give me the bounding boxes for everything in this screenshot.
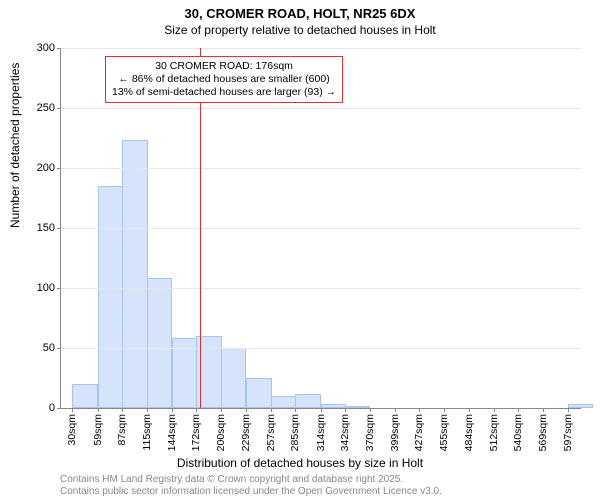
annotation-line: 30 CROMER ROAD: 176sqm xyxy=(112,60,336,73)
xtick-label: 597sqm xyxy=(562,414,574,451)
chart-container: 30, CROMER ROAD, HOLT, NR25 6DX Size of … xyxy=(0,0,600,500)
xtick-mark xyxy=(98,408,99,412)
xtick-label: 200sqm xyxy=(215,414,227,451)
xtick-mark xyxy=(345,408,346,412)
histogram-bar xyxy=(321,404,346,408)
histogram-bar xyxy=(246,378,271,408)
xtick-mark xyxy=(494,408,495,412)
histogram-bar xyxy=(98,186,123,408)
histogram-bar xyxy=(295,394,320,408)
histogram-bar xyxy=(345,406,370,408)
chart-subtitle: Size of property relative to detached ho… xyxy=(0,21,600,37)
xtick-label: 87sqm xyxy=(116,414,128,446)
footer-line-1: Contains HM Land Registry data © Crown c… xyxy=(60,474,442,486)
xtick-mark xyxy=(395,408,396,412)
xtick-mark xyxy=(271,408,272,412)
ytick-label: 250 xyxy=(15,102,61,114)
xtick-mark xyxy=(419,408,420,412)
histogram-bar xyxy=(147,278,172,408)
xtick-mark xyxy=(196,408,197,412)
xtick-mark xyxy=(147,408,148,412)
footer-attribution: Contains HM Land Registry data © Crown c… xyxy=(60,474,442,498)
xtick-label: 512sqm xyxy=(488,414,500,451)
xtick-mark xyxy=(246,408,247,412)
plot-area: 05010015020025030030sqm59sqm87sqm115sqm1… xyxy=(60,48,581,409)
xtick-label: 540sqm xyxy=(512,414,524,451)
ytick-label: 50 xyxy=(15,342,61,354)
grid-line xyxy=(61,228,581,229)
histogram-bar xyxy=(122,140,147,408)
xtick-label: 229sqm xyxy=(240,414,252,451)
xtick-mark xyxy=(568,408,569,412)
histogram-bar xyxy=(568,404,593,408)
xtick-label: 399sqm xyxy=(389,414,401,451)
ytick-label: 0 xyxy=(15,402,61,414)
xtick-mark xyxy=(321,408,322,412)
histogram-bar xyxy=(72,384,97,408)
xtick-label: 30sqm xyxy=(66,414,78,446)
footer-line-2: Contains public sector information licen… xyxy=(60,486,442,498)
xtick-mark xyxy=(444,408,445,412)
xtick-mark xyxy=(370,408,371,412)
histogram-bar xyxy=(221,348,246,408)
y-axis-title: Number of detached properties xyxy=(8,63,22,228)
xtick-mark xyxy=(172,408,173,412)
annotation-line: ← 86% of detached houses are smaller (60… xyxy=(112,73,336,86)
grid-line xyxy=(61,288,581,289)
xtick-mark xyxy=(295,408,296,412)
histogram-bar xyxy=(271,396,296,408)
annotation-box: 30 CROMER ROAD: 176sqm← 86% of detached … xyxy=(105,56,343,103)
xtick-label: 59sqm xyxy=(92,414,104,446)
grid-line xyxy=(61,168,581,169)
ytick-label: 150 xyxy=(15,222,61,234)
xtick-label: 427sqm xyxy=(413,414,425,451)
grid-line xyxy=(61,108,581,109)
chart-title: 30, CROMER ROAD, HOLT, NR25 6DX xyxy=(0,0,600,21)
xtick-label: 569sqm xyxy=(537,414,549,451)
grid-line xyxy=(61,48,581,49)
xtick-mark xyxy=(122,408,123,412)
xtick-label: 144sqm xyxy=(166,414,178,451)
xtick-label: 115sqm xyxy=(141,414,153,451)
xtick-label: 484sqm xyxy=(463,414,475,451)
xtick-mark xyxy=(469,408,470,412)
ytick-label: 200 xyxy=(15,162,61,174)
ytick-label: 100 xyxy=(15,282,61,294)
annotation-line: 13% of semi-detached houses are larger (… xyxy=(112,86,336,99)
ytick-label: 300 xyxy=(15,42,61,54)
xtick-mark xyxy=(518,408,519,412)
xtick-label: 342sqm xyxy=(339,414,351,451)
xtick-mark xyxy=(543,408,544,412)
grid-line xyxy=(61,348,581,349)
x-axis-title: Distribution of detached houses by size … xyxy=(0,456,600,470)
xtick-label: 172sqm xyxy=(190,414,202,451)
xtick-label: 314sqm xyxy=(315,414,327,451)
xtick-label: 257sqm xyxy=(265,414,277,451)
xtick-mark xyxy=(72,408,73,412)
xtick-label: 370sqm xyxy=(364,414,376,451)
xtick-mark xyxy=(221,408,222,412)
xtick-label: 285sqm xyxy=(289,414,301,451)
xtick-label: 455sqm xyxy=(438,414,450,451)
